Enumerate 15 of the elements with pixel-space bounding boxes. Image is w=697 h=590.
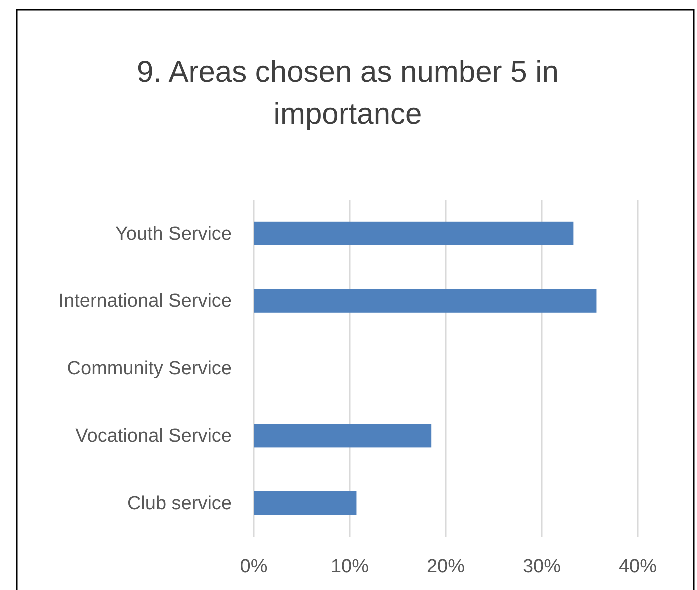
chart-title: 9. Areas chosen as number 5 in importance [137, 56, 559, 131]
y-tick-label: Community Service [67, 358, 232, 380]
y-tick-label: International Service [58, 291, 232, 312]
x-tick-label: 20% [426, 556, 466, 578]
y-tick-label: Club service [127, 493, 232, 514]
x-tick-label: 30% [522, 556, 562, 578]
bar [254, 424, 432, 448]
bar [254, 289, 597, 313]
y-tick-label: Youth Service [115, 224, 232, 245]
x-tick-label: 40% [618, 556, 658, 578]
bar [254, 222, 574, 246]
x-tick-label: 0% [240, 556, 268, 578]
bar [254, 492, 357, 516]
y-tick-label: Vocational Service [76, 426, 232, 447]
x-tick-label: 10% [330, 556, 370, 578]
